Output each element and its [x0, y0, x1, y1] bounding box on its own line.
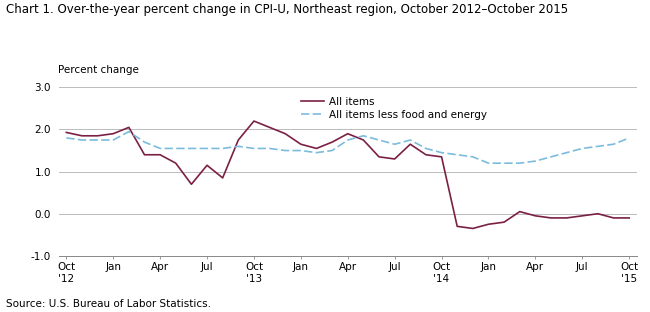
All items less food and energy	[78, 138, 86, 142]
All items	[594, 212, 602, 216]
All items	[156, 153, 164, 157]
All items	[250, 119, 258, 123]
Text: Source: U.S. Bureau of Labor Statistics.: Source: U.S. Bureau of Labor Statistics.	[6, 299, 211, 309]
All items less food and energy	[62, 136, 70, 140]
All items less food and energy	[109, 138, 117, 142]
All items less food and energy	[610, 142, 617, 146]
All items less food and energy	[500, 161, 508, 165]
All items less food and energy	[140, 140, 148, 144]
All items less food and energy	[469, 155, 476, 159]
All items less food and energy	[94, 138, 101, 142]
All items	[281, 132, 289, 135]
All items	[547, 216, 555, 220]
All items	[203, 163, 211, 167]
All items less food and energy	[625, 136, 633, 140]
All items less food and energy	[344, 138, 352, 142]
All items	[453, 225, 461, 228]
Text: Chart 1. Over-the-year percent change in CPI-U, Northeast region, October 2012–O: Chart 1. Over-the-year percent change in…	[6, 3, 569, 16]
All items less food and energy	[484, 161, 492, 165]
Text: Percent change: Percent change	[58, 65, 139, 75]
All items	[375, 155, 383, 159]
All items less food and energy	[578, 147, 586, 150]
All items less food and energy	[156, 147, 164, 150]
All items less food and energy	[406, 138, 414, 142]
All items	[391, 157, 398, 161]
All items	[578, 214, 586, 218]
Line: All items less food and energy: All items less food and energy	[66, 132, 629, 163]
All items less food and energy	[235, 144, 242, 148]
All items	[219, 176, 227, 180]
All items	[563, 216, 571, 220]
All items less food and energy	[532, 159, 539, 163]
All items less food and energy	[391, 142, 398, 146]
All items less food and energy	[297, 149, 305, 153]
All items less food and energy	[250, 147, 258, 150]
All items	[266, 125, 274, 129]
All items	[140, 153, 148, 157]
All items less food and energy	[437, 151, 445, 154]
All items less food and energy	[547, 155, 555, 159]
All items less food and energy	[328, 149, 336, 153]
All items	[484, 222, 492, 226]
All items	[297, 142, 305, 146]
All items less food and energy	[375, 138, 383, 142]
All items	[125, 125, 133, 129]
Legend: All items, All items less food and energy: All items, All items less food and energ…	[297, 93, 491, 124]
All items less food and energy	[219, 147, 227, 150]
All items less food and energy	[203, 147, 211, 150]
All items	[532, 214, 539, 218]
All items less food and energy	[172, 147, 179, 150]
All items	[406, 142, 414, 146]
All items	[109, 132, 117, 135]
All items less food and energy	[422, 147, 430, 150]
All items	[516, 210, 524, 213]
All items	[610, 216, 617, 220]
All items	[94, 134, 101, 138]
All items less food and energy	[516, 161, 524, 165]
All items less food and energy	[266, 147, 274, 150]
All items	[78, 134, 86, 138]
All items	[625, 216, 633, 220]
All items less food and energy	[125, 130, 133, 134]
All items	[500, 220, 508, 224]
All items	[313, 147, 320, 150]
All items	[172, 161, 179, 165]
All items less food and energy	[594, 144, 602, 148]
All items	[235, 138, 242, 142]
All items	[187, 182, 195, 186]
All items less food and energy	[313, 151, 320, 154]
All items less food and energy	[563, 151, 571, 154]
All items	[469, 227, 476, 230]
All items less food and energy	[359, 134, 367, 138]
All items	[344, 132, 352, 135]
All items	[62, 130, 70, 134]
All items less food and energy	[453, 153, 461, 157]
Line: All items: All items	[66, 121, 629, 228]
All items	[359, 138, 367, 142]
All items	[437, 155, 445, 159]
All items	[422, 153, 430, 157]
All items	[328, 140, 336, 144]
All items less food and energy	[187, 147, 195, 150]
All items less food and energy	[281, 149, 289, 153]
